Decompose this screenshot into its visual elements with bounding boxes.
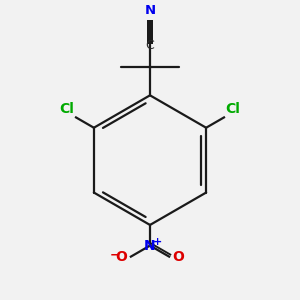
Text: +: +: [152, 237, 162, 247]
Text: Cl: Cl: [60, 102, 74, 116]
Text: N: N: [144, 4, 156, 17]
Text: O: O: [173, 250, 184, 264]
Text: Cl: Cl: [226, 102, 240, 116]
Text: −: −: [110, 249, 121, 262]
Text: C: C: [146, 39, 154, 52]
Text: N: N: [144, 238, 156, 253]
Text: O: O: [116, 250, 127, 264]
